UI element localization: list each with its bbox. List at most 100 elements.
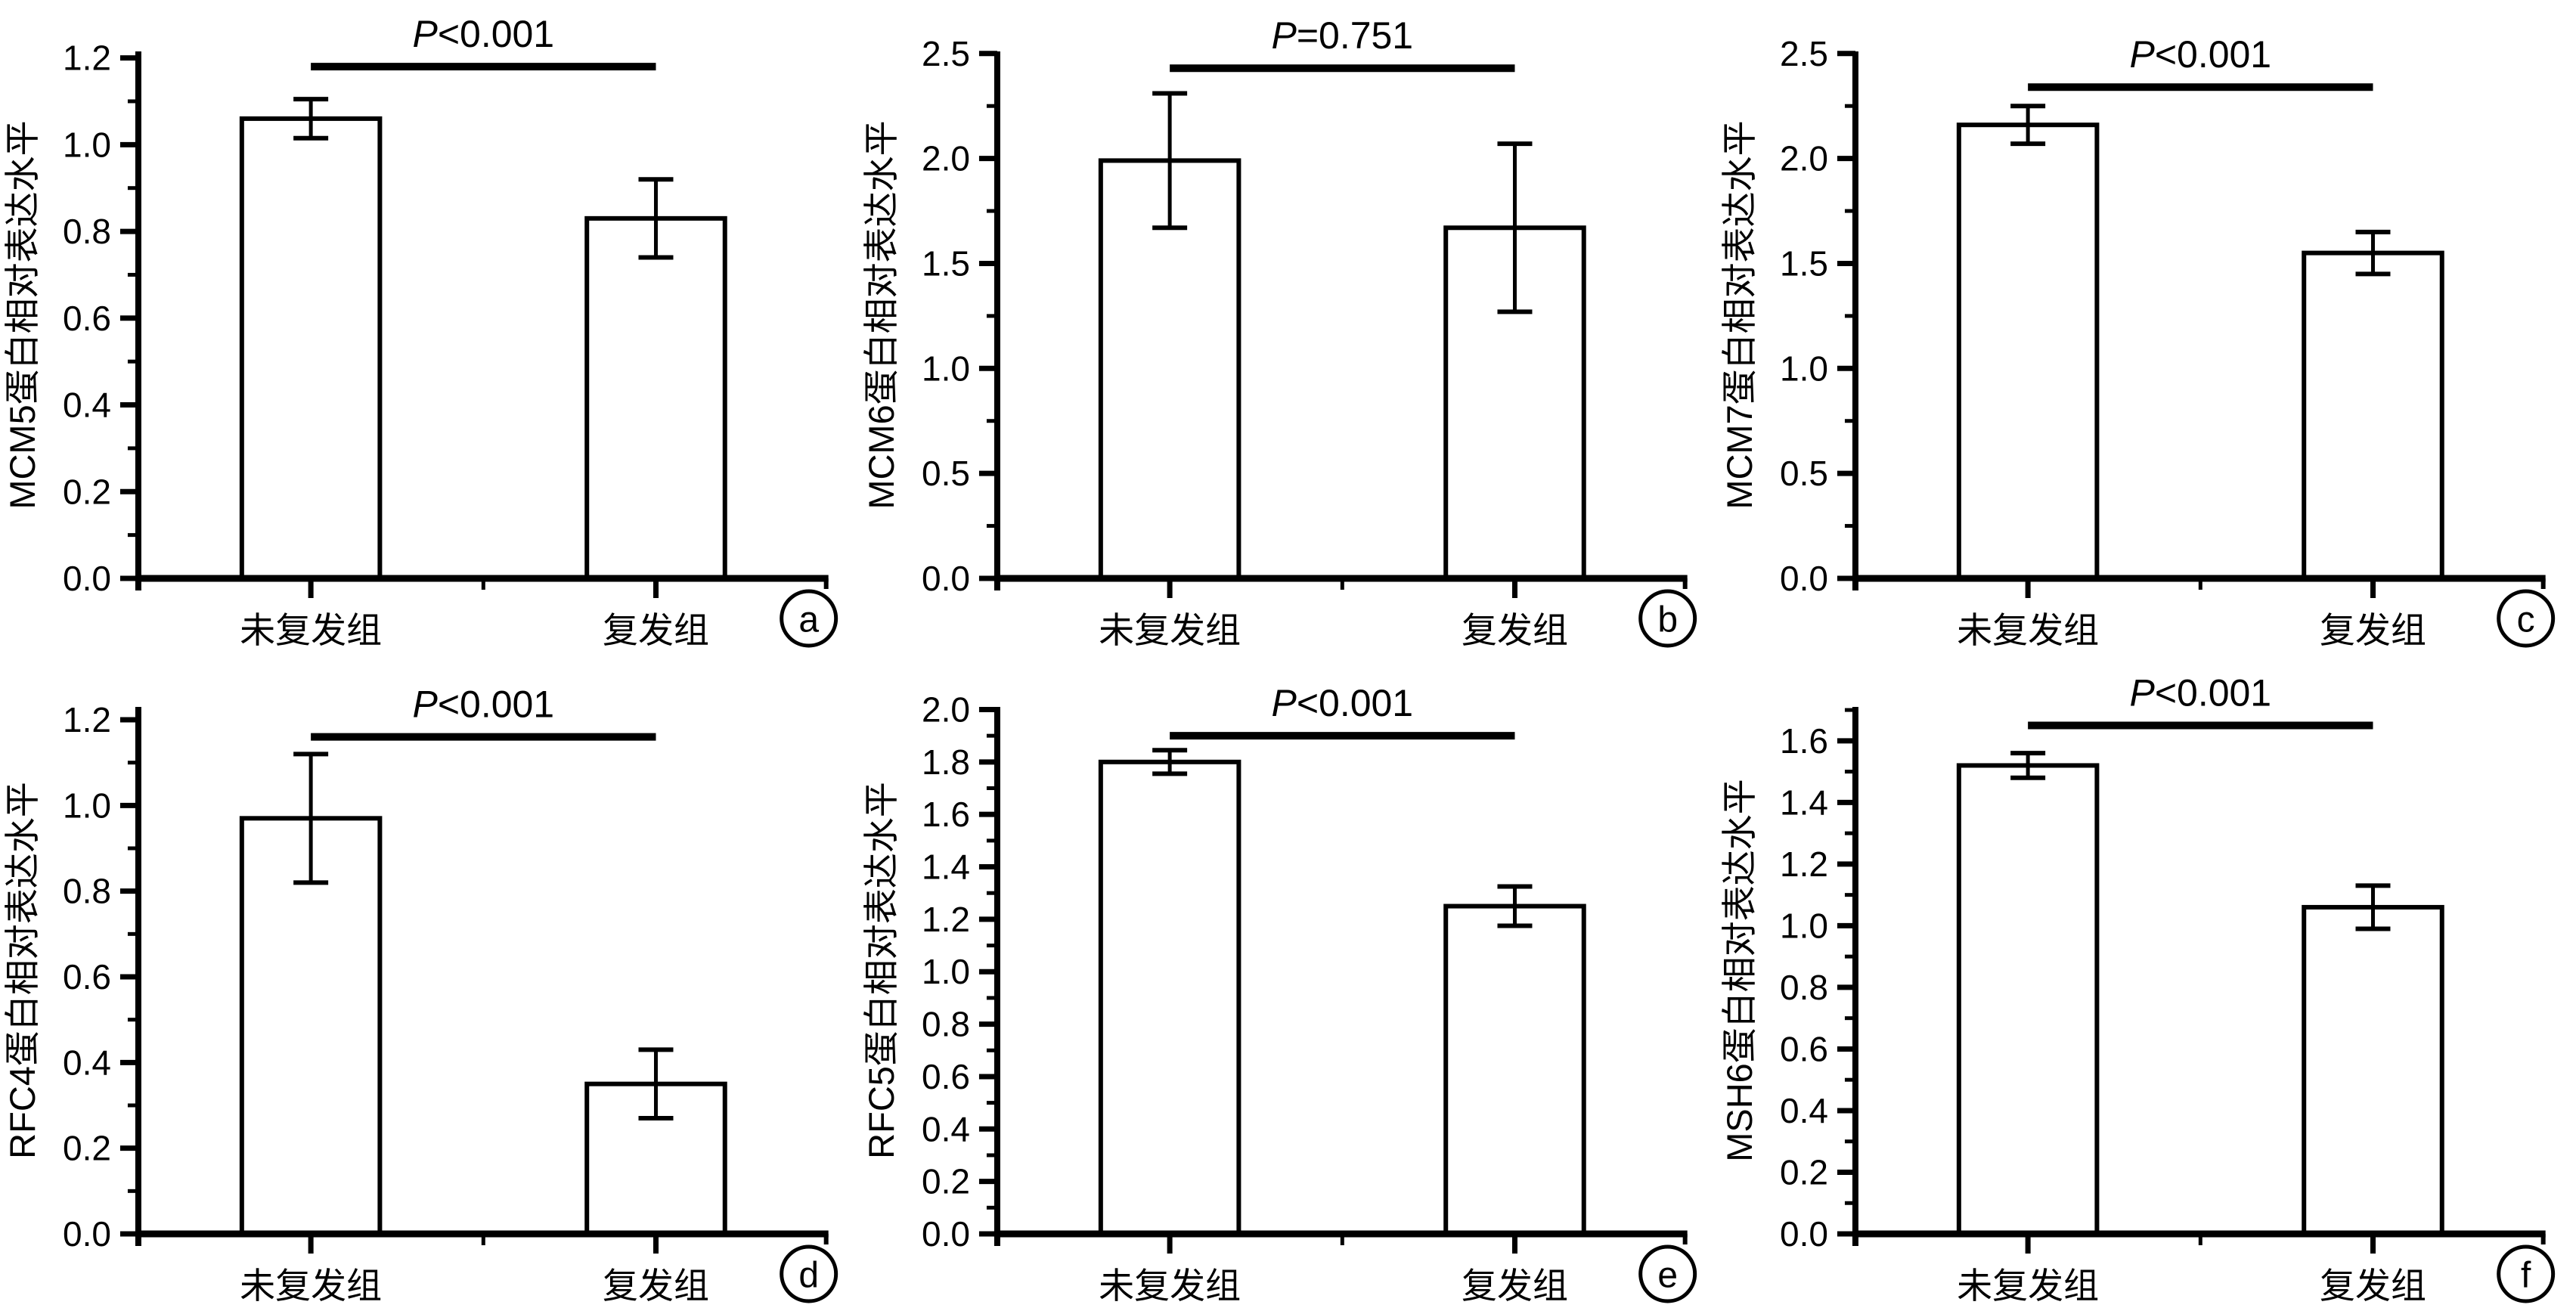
y-tick-label: 0.6 xyxy=(63,299,111,338)
category-label: 未复发组 xyxy=(1957,1266,2099,1306)
y-tick-label: 1.6 xyxy=(1780,721,1828,761)
y-tick-label: 1.0 xyxy=(922,349,970,388)
y-axis-title: RFC5蛋白相对表达水平 xyxy=(861,782,901,1159)
y-tick-label: 2.5 xyxy=(1780,34,1828,73)
panel-letter: d xyxy=(798,1255,819,1295)
y-tick-label: 1.0 xyxy=(63,786,111,825)
panel-c-svg: 0.0 0.5 1.0 1.5 2.0 2.5 未复发组 复发组 P<0.001 MCM7蛋白相对… xyxy=(1719,33,2556,650)
p-value-label: P<0.001 xyxy=(1271,682,1413,724)
y-tick-label: 0.8 xyxy=(63,872,111,911)
bar-group-2 xyxy=(1443,903,1586,1236)
y-tick-label: 0.6 xyxy=(922,1057,970,1096)
category-label: 复发组 xyxy=(1462,610,1568,650)
panel-letter-badge xyxy=(1638,1244,1697,1303)
panel-letter: a xyxy=(798,600,819,640)
category-label: 复发组 xyxy=(603,1266,709,1306)
bar-group-2 xyxy=(2302,904,2445,1236)
panel-a: 0.0 0.2 0.4 0.6 0.8 1.0 1.2 未复发组 复发组 P<0.001 MCM5蛋… xyxy=(0,0,859,656)
y-tick-label: 0.4 xyxy=(1780,1091,1828,1130)
y-tick-label: 1.2 xyxy=(1780,845,1828,884)
panel-letter-badge xyxy=(2497,589,2556,648)
p-value-number: <0.001 xyxy=(438,13,554,55)
p-value-label: P<0.001 xyxy=(2130,33,2272,76)
y-tick-label: 2.5 xyxy=(922,34,970,73)
y-tick-label: 0.0 xyxy=(922,1214,970,1254)
y-tick-label: 1.8 xyxy=(922,742,970,782)
y-tick-label: 2.0 xyxy=(922,690,970,729)
y-tick-label: 0.0 xyxy=(63,559,111,598)
y-tick-label: 0.4 xyxy=(63,1043,111,1082)
y-tick-label: 0.0 xyxy=(922,559,970,598)
y-axis-title: MCM6蛋白相对表达水平 xyxy=(861,120,901,509)
y-tick-label: 0.8 xyxy=(922,1005,970,1044)
panel-letter-badge xyxy=(2497,1244,2556,1303)
y-tick-label: 0.2 xyxy=(1780,1152,1828,1192)
bar-group-1 xyxy=(1957,122,2100,581)
y-axis-title: MSH6蛋白相对表达水平 xyxy=(1719,779,1759,1161)
bar-group-1 xyxy=(1957,763,2100,1236)
y-tick-label: 0.0 xyxy=(63,1214,111,1254)
p-value-label: P=0.751 xyxy=(1271,14,1413,57)
y-tick-label: 0.0 xyxy=(1780,559,1828,598)
y-tick-label: 1.6 xyxy=(922,795,970,834)
panel-f: 0.0 0.2 0.4 0.6 0.8 1.0 1.2 1.4 1.6 未复发组 复发组 P<0.00… xyxy=(1717,656,2576,1311)
p-value-number: <0.001 xyxy=(2155,33,2271,76)
y-tick-label: 0.5 xyxy=(1780,454,1828,493)
panel-c: 0.0 0.5 1.0 1.5 2.0 2.5 未复发组 复发组 P<0.001 MCM7蛋白相对… xyxy=(1717,0,2576,656)
y-tick-label: 0.4 xyxy=(63,386,111,425)
panel-letter: e xyxy=(1657,1255,1678,1295)
p-value-label: P<0.001 xyxy=(2130,671,2272,714)
y-tick-label: 1.2 xyxy=(63,39,111,78)
panel-letter: c xyxy=(2517,600,2535,640)
p-value-italic-p: P xyxy=(1271,14,1297,57)
y-tick-label: 1.5 xyxy=(1780,243,1828,283)
y-tick-label: 0.0 xyxy=(1780,1214,1828,1254)
y-axis-title: RFC4蛋白相对表达水平 xyxy=(2,782,42,1159)
panel-letter-badge xyxy=(1638,589,1697,648)
category-label: 复发组 xyxy=(2320,610,2426,650)
panel-b: 0.0 0.5 1.0 1.5 2.0 2.5 未复发组 复发组 P=0.751 MCM6蛋白相对… xyxy=(859,0,1718,656)
y-tick-label: 0.6 xyxy=(1780,1029,1828,1068)
panel-b-svg: 0.0 0.5 1.0 1.5 2.0 2.5 未复发组 复发组 P=0.751 MCM6蛋白相对… xyxy=(861,14,1697,650)
panel-f-svg: 0.0 0.2 0.4 0.6 0.8 1.0 1.2 1.4 1.6 未复发组 复发组 P<0.00… xyxy=(1719,671,2556,1306)
bar-group-2 xyxy=(584,215,727,581)
y-tick-label: 0.8 xyxy=(63,212,111,251)
bar-group-1 xyxy=(239,116,383,581)
panel-e: 0.0 0.2 0.4 0.6 0.8 1.0 1.2 1.4 1.6 1.8 2.0 未复发组 复发组… xyxy=(859,656,1718,1311)
y-tick-label: 1.4 xyxy=(922,848,970,887)
p-value-italic-p: P xyxy=(1271,682,1297,724)
y-tick-label: 1.0 xyxy=(1780,906,1828,945)
p-value-label: P<0.001 xyxy=(413,13,555,55)
p-value-italic-p: P xyxy=(2130,671,2156,714)
category-label: 未复发组 xyxy=(240,1266,382,1306)
p-value-number: <0.001 xyxy=(2155,671,2271,714)
y-tick-label: 1.4 xyxy=(1780,783,1828,822)
y-tick-label: 0.2 xyxy=(63,472,111,511)
y-tick-label: 0.8 xyxy=(1780,968,1828,1007)
y-tick-label: 1.0 xyxy=(1780,349,1828,388)
panel-letter: f xyxy=(2521,1255,2531,1295)
panel-e-svg: 0.0 0.2 0.4 0.6 0.8 1.0 1.2 1.4 1.6 1.8 2.0 未复发组 复发组… xyxy=(861,682,1697,1306)
y-tick-label: 1.5 xyxy=(922,243,970,283)
y-axis-title: MCM5蛋白相对表达水平 xyxy=(2,120,42,509)
p-value-number: <0.001 xyxy=(438,683,554,726)
panel-a-svg: 0.0 0.2 0.4 0.6 0.8 1.0 1.2 未复发组 复发组 P<0.001 MCM5蛋… xyxy=(2,13,839,650)
y-tick-label: 0.2 xyxy=(63,1129,111,1168)
bar-group-2 xyxy=(2302,250,2445,581)
y-axis-title: MCM7蛋白相对表达水平 xyxy=(1719,120,1759,509)
p-value-italic-p: P xyxy=(2130,33,2156,76)
y-tick-label: 1.2 xyxy=(63,700,111,739)
category-label: 复发组 xyxy=(603,610,709,650)
category-label: 复发组 xyxy=(2320,1266,2426,1306)
p-value-number: =0.751 xyxy=(1297,14,1413,57)
y-tick-label: 0.5 xyxy=(922,454,970,493)
y-tick-label: 2.0 xyxy=(922,139,970,178)
bar-group-1 xyxy=(239,816,383,1237)
y-tick-label: 2.0 xyxy=(1780,139,1828,178)
bar-group-1 xyxy=(1098,759,1242,1236)
panel-d-svg: 0.0 0.2 0.4 0.6 0.8 1.0 1.2 未复发组 复发组 P<0.001 RFC4蛋… xyxy=(2,683,839,1306)
panel-d: 0.0 0.2 0.4 0.6 0.8 1.0 1.2 未复发组 复发组 P<0.001 RFC4蛋… xyxy=(0,656,859,1311)
bar-group-1 xyxy=(1098,158,1242,581)
y-tick-label: 0.2 xyxy=(922,1162,970,1201)
